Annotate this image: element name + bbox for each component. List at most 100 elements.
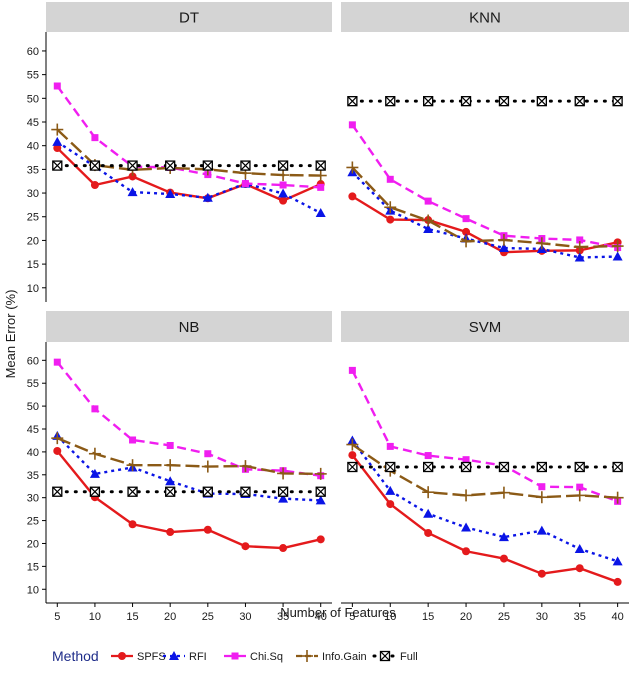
data-point: [239, 460, 252, 473]
data-point: [536, 461, 547, 473]
data-point: [91, 134, 99, 142]
y-tick-label: 30: [27, 493, 39, 505]
legend-key-marker: [301, 650, 313, 662]
data-point: [204, 450, 212, 458]
data-point: [423, 224, 434, 234]
data-point: [348, 366, 356, 374]
data-point: [52, 486, 63, 497]
data-point: [316, 535, 325, 544]
legend-label: Chi.Sq: [250, 651, 283, 663]
x-tick-label: 35: [574, 611, 586, 623]
data-point: [127, 160, 138, 171]
y-tick-label: 20: [27, 235, 39, 247]
panel-svm: SVM: [341, 311, 629, 603]
y-tick-label: 10: [27, 584, 39, 596]
data-point: [535, 491, 548, 504]
data-point: [279, 544, 288, 553]
data-point: [129, 436, 137, 444]
data-point: [166, 441, 174, 449]
data-point: [497, 233, 510, 246]
y-tick-label: 55: [27, 70, 39, 82]
data-point: [348, 451, 357, 460]
legend-label: SPFS: [137, 651, 166, 663]
series-full: [52, 486, 326, 497]
data-point: [575, 564, 584, 573]
series-line: [56, 450, 321, 550]
plot-area: [46, 32, 332, 302]
data-point: [277, 467, 290, 480]
data-point: [423, 461, 434, 473]
y-tick-label: 45: [27, 117, 39, 129]
y-tick-label: 25: [27, 516, 39, 528]
data-point: [202, 160, 213, 171]
data-point: [203, 525, 212, 534]
x-tick-label: 30: [536, 611, 548, 623]
data-point: [348, 121, 356, 129]
plot-area: [341, 342, 629, 603]
panels-layer: DT KNN NB SVM: [46, 2, 629, 603]
legend-item-rfi: RFI: [163, 651, 207, 663]
y-tick-label: 35: [27, 164, 39, 176]
legend-label: Full: [400, 651, 418, 663]
y-tick-label: 15: [27, 561, 39, 573]
data-point: [89, 468, 100, 478]
series-line: [56, 437, 321, 476]
data-point: [315, 486, 326, 497]
legend-key-marker: [231, 652, 239, 660]
data-point: [52, 136, 63, 146]
y-tick-label: 15: [27, 259, 39, 271]
series-spfs: [53, 446, 325, 553]
data-point: [240, 160, 251, 171]
data-point: [385, 485, 396, 495]
data-point: [346, 161, 359, 174]
data-point: [386, 500, 395, 509]
data-point: [346, 438, 359, 451]
series-line: [351, 443, 618, 499]
data-point: [386, 442, 394, 450]
data-point: [53, 358, 61, 366]
data-point: [277, 160, 289, 171]
panel-title: NB: [179, 319, 200, 336]
series-info-gain: [346, 438, 624, 504]
data-point: [88, 447, 101, 460]
series-info-gain: [346, 161, 624, 254]
y-tick-label: 40: [27, 141, 39, 153]
legend-item-spfs: SPFS: [111, 651, 166, 663]
data-point: [462, 456, 470, 464]
series-full: [347, 461, 623, 473]
data-point: [164, 459, 177, 472]
data-point: [574, 543, 585, 553]
data-point: [385, 96, 396, 107]
data-point: [498, 243, 509, 252]
data-point: [315, 160, 326, 171]
data-point: [240, 486, 251, 497]
x-tick-label: 10: [89, 611, 101, 623]
data-point: [460, 235, 473, 248]
data-point: [89, 486, 101, 497]
data-point: [278, 493, 289, 503]
y-tick-label: 45: [27, 424, 39, 436]
series-line: [351, 166, 618, 249]
legend-item-chi-sq: Chi.Sq: [224, 651, 283, 663]
data-point: [613, 577, 622, 586]
y-tick-label: 40: [27, 447, 39, 459]
y-axis-title: Mean Error (%): [3, 290, 18, 379]
y-tick-label: 35: [27, 470, 39, 482]
x-tick-label: 15: [126, 611, 138, 623]
data-point: [315, 495, 326, 505]
data-point: [202, 486, 213, 497]
series-line: [351, 454, 619, 584]
data-point: [315, 207, 326, 217]
data-point: [498, 532, 509, 542]
data-point: [241, 542, 250, 551]
series-full: [347, 96, 623, 107]
data-point: [127, 486, 138, 497]
data-point: [347, 461, 358, 473]
data-point: [576, 483, 584, 491]
series-info-gain: [51, 432, 327, 480]
data-point: [278, 188, 289, 198]
data-point: [536, 525, 547, 535]
data-point: [536, 96, 547, 107]
data-point: [166, 528, 175, 537]
legend-label: Info.Gain: [322, 651, 367, 663]
